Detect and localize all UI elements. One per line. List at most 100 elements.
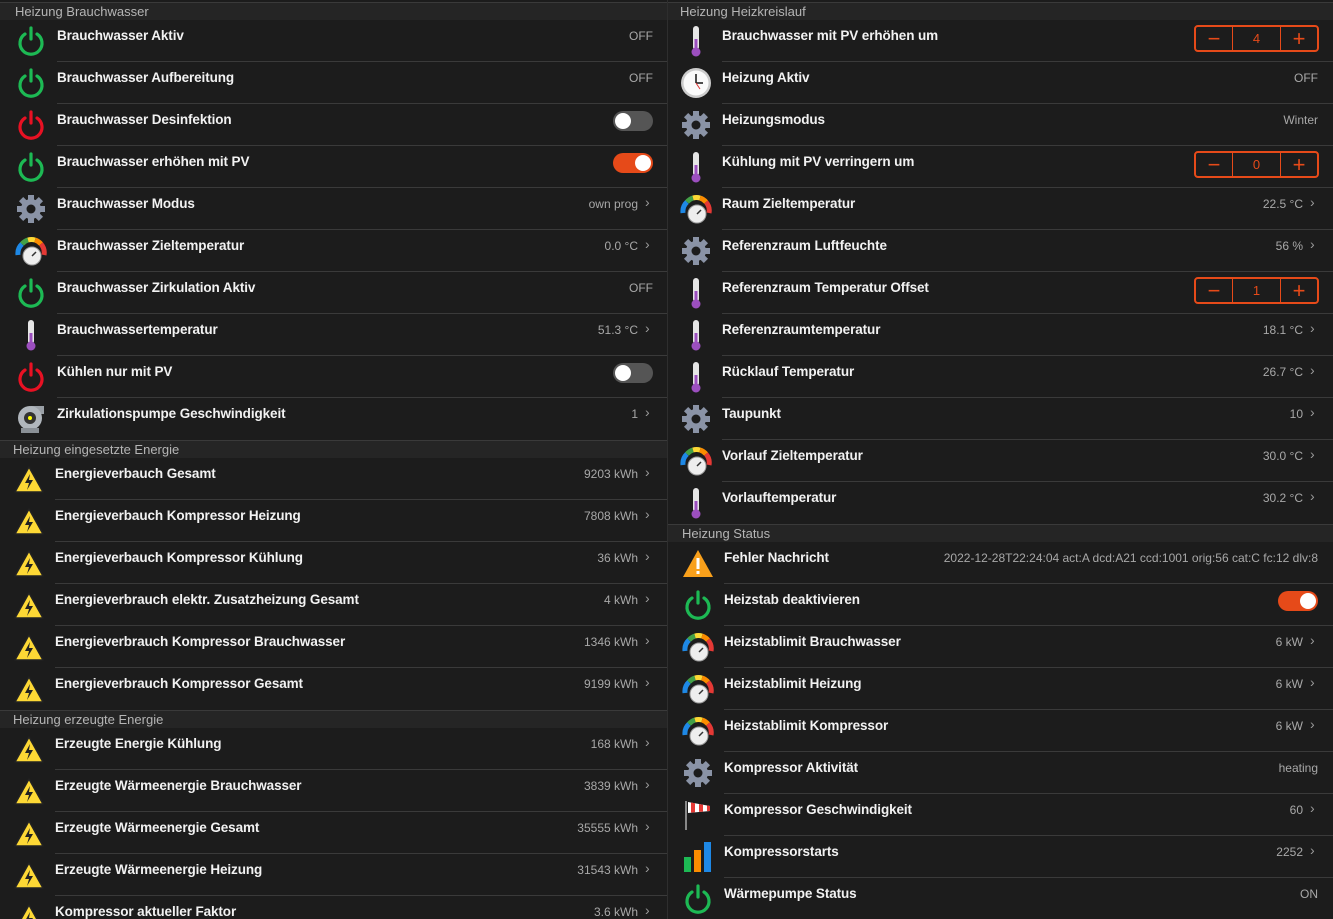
- stepper-value[interactable]: 1: [1232, 279, 1281, 302]
- chevron-right-icon[interactable]: ›: [1310, 194, 1315, 210]
- list-item[interactable]: Referenzraum Temperatur Offset −1 +: [668, 272, 1333, 314]
- decrement-button[interactable]: −: [1207, 151, 1221, 177]
- list-item[interactable]: Taupunkt 10 ›: [668, 398, 1333, 440]
- lightning-icon: [13, 463, 45, 495]
- chevron-right-icon[interactable]: ›: [1310, 446, 1315, 462]
- list-item[interactable]: Heizstablimit Brauchwasser 6 kW ›: [668, 626, 1333, 668]
- stepper-value[interactable]: 4: [1232, 27, 1281, 50]
- chevron-right-icon[interactable]: ›: [1310, 716, 1315, 732]
- list-item[interactable]: Brauchwasser Aufbereitung OFF: [0, 62, 667, 104]
- list-item[interactable]: Erzeugte Wärmeenergie Heizung 31543 kWh ›: [0, 854, 667, 896]
- list-item[interactable]: Brauchwasser Zieltemperatur 0.0 °C ›: [0, 230, 667, 272]
- decrement-button[interactable]: −: [1207, 25, 1221, 51]
- chevron-right-icon[interactable]: ›: [1310, 362, 1315, 378]
- list-item[interactable]: Erzeugte Wärmeenergie Gesamt 35555 kWh ›: [0, 812, 667, 854]
- list-item[interactable]: Energieverbrauch Kompressor Brauchwasser…: [0, 626, 667, 668]
- chevron-right-icon[interactable]: ›: [645, 734, 650, 750]
- number-stepper[interactable]: −1 +: [1194, 277, 1319, 304]
- decrement-button[interactable]: −: [1207, 277, 1221, 303]
- chevron-right-icon[interactable]: ›: [1310, 800, 1315, 816]
- toggle-switch[interactable]: [613, 153, 653, 173]
- list-item[interactable]: Kühlung mit PV verringern um −0 +: [668, 146, 1333, 188]
- list-item[interactable]: Kompressor Aktivität heating: [668, 752, 1333, 794]
- lightning-icon: [13, 589, 45, 621]
- item-label: Raum Zieltemperatur: [722, 196, 856, 211]
- chevron-right-icon[interactable]: ›: [1310, 404, 1315, 420]
- list-item[interactable]: Kompressor aktueller Faktor 3.6 kWh ›: [0, 896, 667, 919]
- list-item[interactable]: Heizungsmodus Winter: [668, 104, 1333, 146]
- section-header: Heizung Heizkreislauf: [668, 2, 1333, 20]
- list-item[interactable]: Rücklauf Temperatur 26.7 °C ›: [668, 356, 1333, 398]
- item-value: 3.6 kWh: [593, 905, 638, 919]
- toggle-switch[interactable]: [613, 363, 653, 383]
- number-stepper[interactable]: −0 +: [1194, 151, 1319, 178]
- chevron-right-icon[interactable]: ›: [645, 776, 650, 792]
- list-item[interactable]: Kompressorstarts 2252 ›: [668, 836, 1333, 878]
- list-item[interactable]: Heizstablimit Heizung 6 kW ›: [668, 668, 1333, 710]
- chevron-right-icon[interactable]: ›: [645, 236, 650, 252]
- chevron-right-icon[interactable]: ›: [1310, 674, 1315, 690]
- item-value: 9199 kWh: [583, 677, 638, 691]
- left-column: Heizung Brauchwasser Brauchwasser Aktiv OF…: [0, 0, 667, 919]
- chevron-right-icon[interactable]: ›: [645, 674, 650, 690]
- chevron-right-icon[interactable]: ›: [1310, 632, 1315, 648]
- right-column: Heizung Heizkreislauf Brauchwasser mit PV…: [668, 0, 1333, 919]
- item-value: OFF: [629, 29, 653, 43]
- list-item[interactable]: Energieverbauch Gesamt 9203 kWh ›: [0, 458, 667, 500]
- chevron-right-icon[interactable]: ›: [645, 590, 650, 606]
- increment-button[interactable]: +: [1292, 25, 1306, 51]
- chevron-right-icon[interactable]: ›: [645, 404, 650, 420]
- list-item[interactable]: Brauchwasser erhöhen mit PV: [0, 146, 667, 188]
- list-item[interactable]: Brauchwasser Zirkulation Aktiv OFF: [0, 272, 667, 314]
- power-red-icon: [15, 361, 47, 393]
- list-item[interactable]: Heizstab deaktivieren: [668, 584, 1333, 626]
- item-value: 4 kWh: [603, 593, 638, 607]
- list-item[interactable]: Brauchwasser Desinfektion: [0, 104, 667, 146]
- list-item[interactable]: Energieverbrauch elektr. Zusatzheizung G…: [0, 584, 667, 626]
- increment-button[interactable]: +: [1292, 151, 1306, 177]
- chevron-right-icon[interactable]: ›: [645, 194, 650, 210]
- list-item[interactable]: Brauchwasser Aktiv OFF: [0, 20, 667, 62]
- row-divider: [722, 103, 1333, 104]
- chevron-right-icon[interactable]: ›: [645, 860, 650, 876]
- list-item[interactable]: Erzeugte Energie Kühlung 168 kWh ›: [0, 728, 667, 770]
- number-stepper[interactable]: −4 +: [1194, 25, 1319, 52]
- toggle-switch[interactable]: [1278, 591, 1318, 611]
- chevron-right-icon[interactable]: ›: [645, 464, 650, 480]
- list-item[interactable]: Energieverbauch Kompressor Heizung 7808 k…: [0, 500, 667, 542]
- list-item[interactable]: Vorlauf Zieltemperatur 30.0 °C ›: [668, 440, 1333, 482]
- chevron-right-icon[interactable]: ›: [1310, 320, 1315, 336]
- list-item[interactable]: Wärmepumpe Status ON: [668, 878, 1333, 919]
- list-item[interactable]: Energieverbauch Kompressor Kühlung 36 kWh…: [0, 542, 667, 584]
- list-item[interactable]: Heizung Aktiv OFF: [668, 62, 1333, 104]
- chevron-right-icon[interactable]: ›: [1310, 842, 1315, 858]
- increment-button[interactable]: +: [1292, 277, 1306, 303]
- list-item[interactable]: Brauchwasser Modus own prog ›: [0, 188, 667, 230]
- gauge-icon: [682, 673, 714, 705]
- chevron-right-icon[interactable]: ›: [645, 548, 650, 564]
- list-item[interactable]: Brauchwasser mit PV erhöhen um −4 +: [668, 20, 1333, 62]
- list-item[interactable]: Kühlen nur mit PV: [0, 356, 667, 398]
- list-item[interactable]: Kompressor Geschwindigkeit 60 ›: [668, 794, 1333, 836]
- list-item[interactable]: Referenzraumtemperatur 18.1 °C ›: [668, 314, 1333, 356]
- list-item[interactable]: Fehler Nachricht 2022-12-28T22:24:04 act:…: [668, 542, 1333, 584]
- list-item[interactable]: Heizstablimit Kompressor 6 kW ›: [668, 710, 1333, 752]
- toggle-switch[interactable]: [613, 111, 653, 131]
- list-item[interactable]: Energieverbrauch Kompressor Gesamt 9199 k…: [0, 668, 667, 710]
- stepper-value[interactable]: 0: [1232, 153, 1281, 176]
- row-divider: [724, 667, 1333, 668]
- chevron-right-icon[interactable]: ›: [645, 902, 650, 918]
- chevron-right-icon[interactable]: ›: [1310, 488, 1315, 504]
- chevron-right-icon[interactable]: ›: [645, 506, 650, 522]
- list-item[interactable]: Erzeugte Wärmeenergie Brauchwasser 3839 k…: [0, 770, 667, 812]
- list-item[interactable]: Brauchwassertemperatur 51.3 °C ›: [0, 314, 667, 356]
- chevron-right-icon[interactable]: ›: [645, 818, 650, 834]
- list-item[interactable]: Vorlauftemperatur 30.2 °C ›: [668, 482, 1333, 524]
- chevron-right-icon[interactable]: ›: [1310, 236, 1315, 252]
- chevron-right-icon[interactable]: ›: [645, 632, 650, 648]
- list-item[interactable]: Raum Zieltemperatur 22.5 °C ›: [668, 188, 1333, 230]
- list-item[interactable]: Referenzraum Luftfeuchte 56 % ›: [668, 230, 1333, 272]
- item-value: 2252: [1276, 845, 1303, 859]
- chevron-right-icon[interactable]: ›: [645, 320, 650, 336]
- list-item[interactable]: Zirkulationspumpe Geschwindigkeit 1 ›: [0, 398, 667, 440]
